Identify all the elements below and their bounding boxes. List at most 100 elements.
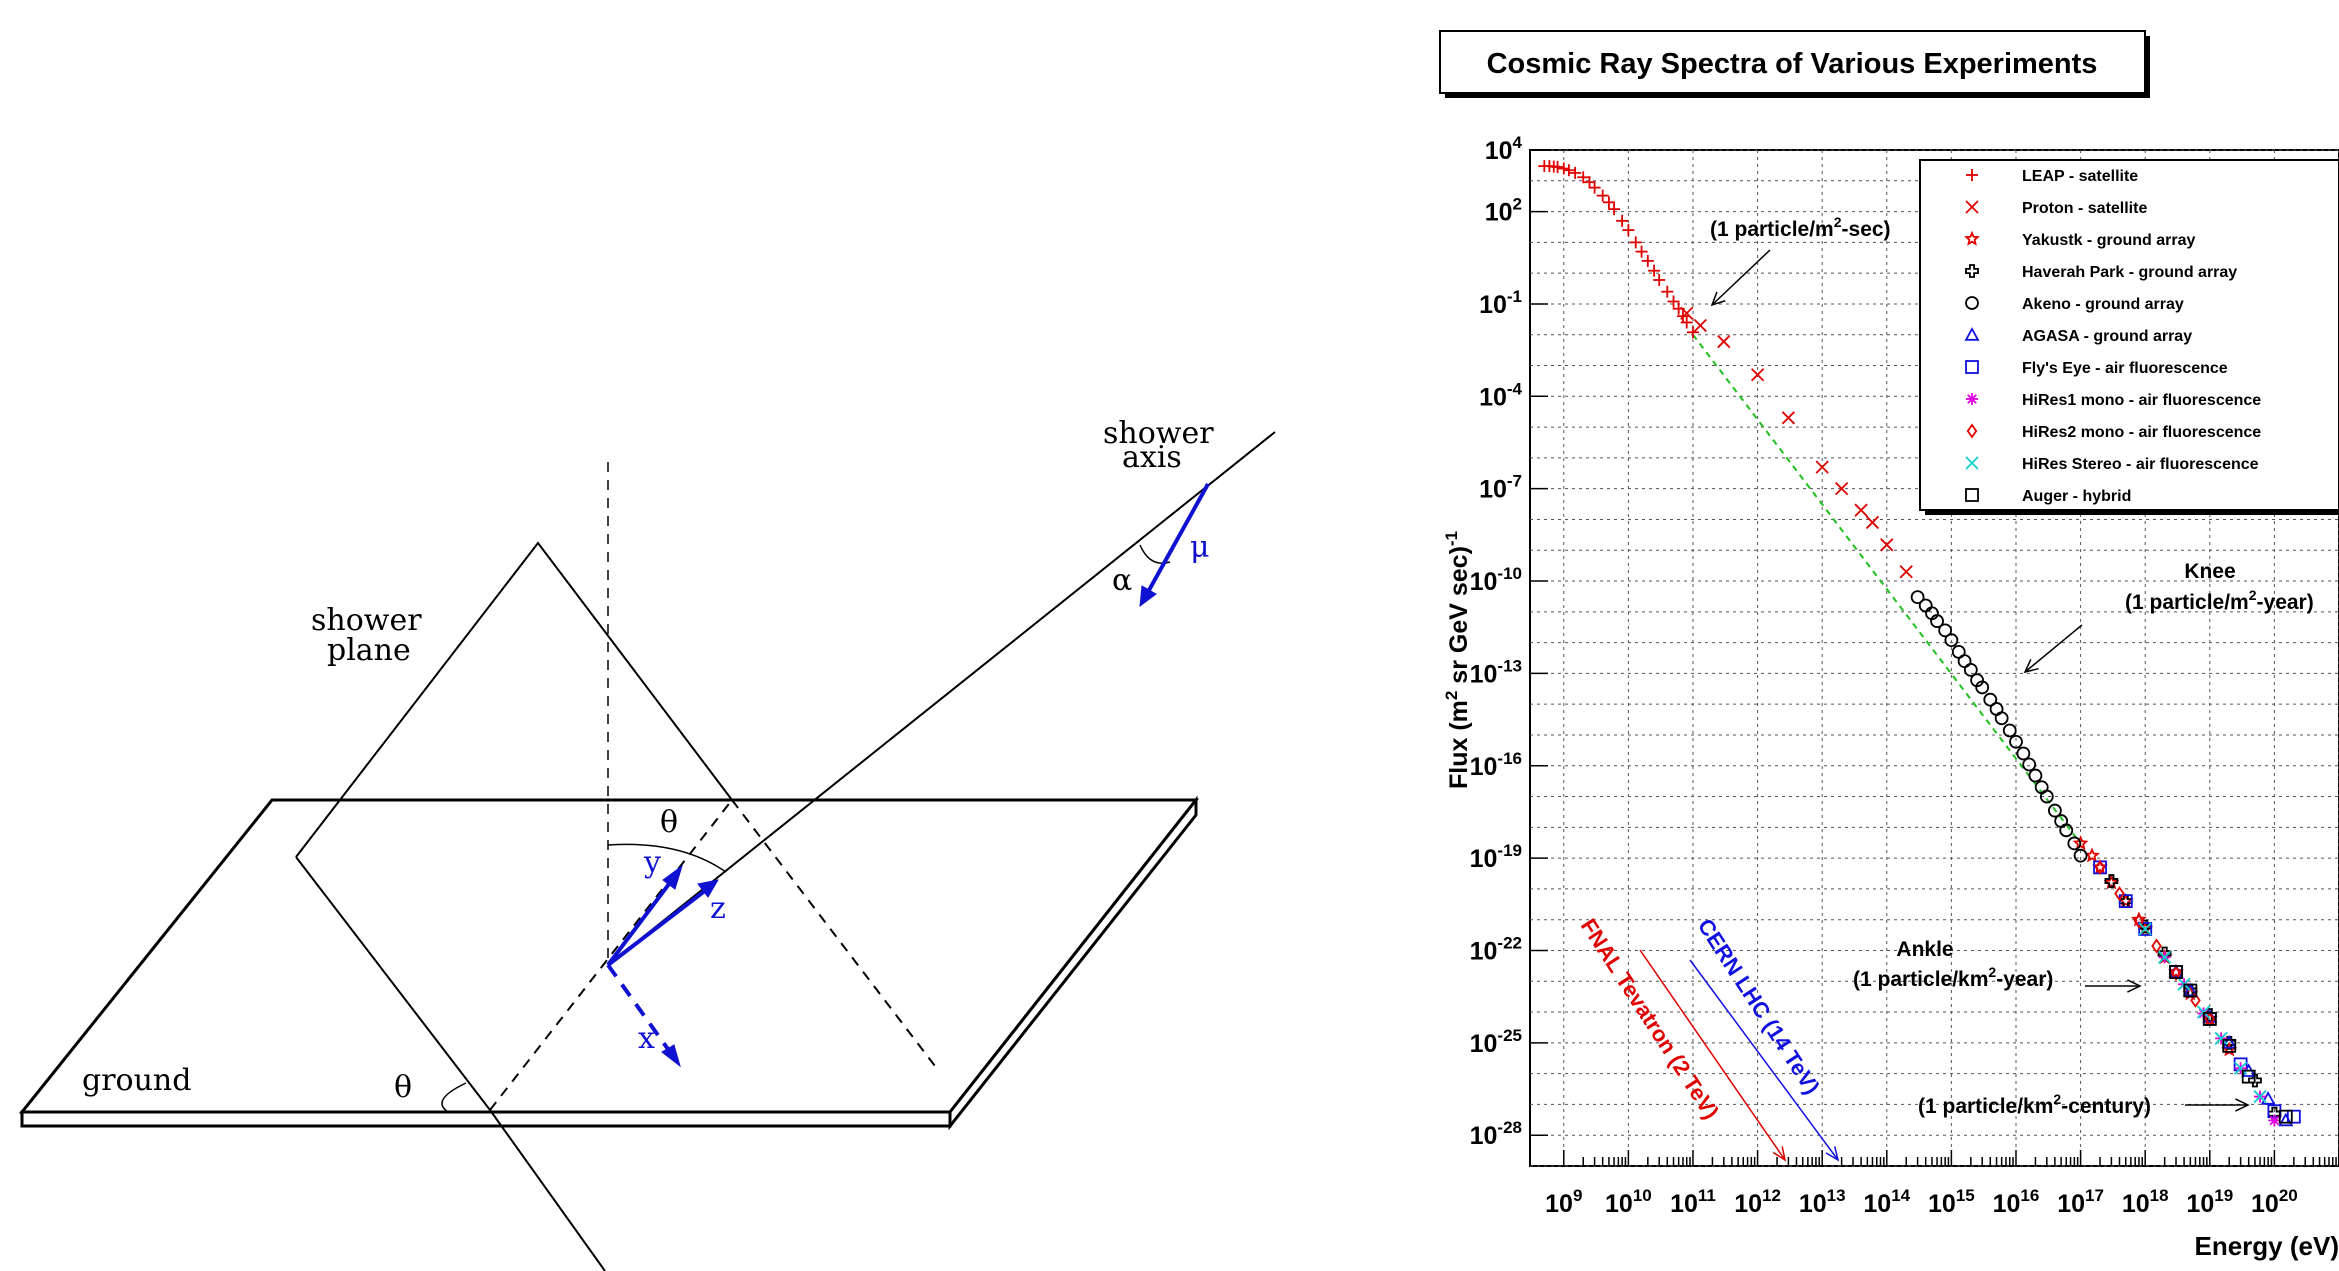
y-tick-label: 102 (1485, 195, 1522, 227)
x-tick-label: 1014 (1863, 1186, 1910, 1218)
data-point (1965, 296, 1979, 310)
data-point (2138, 922, 2152, 936)
annotation-label: (1 particle/km2-year) (1853, 964, 2053, 991)
mu-label: μ (1190, 530, 1210, 565)
shower-plane (295, 541, 939, 1271)
shower-geometry-diagram (18, 431, 1276, 1271)
z-arrowhead (697, 879, 719, 898)
axis-ticks: 109 1010 1011 1012 1013 1014 1015 1016 1017 1018 1… (1470, 133, 2339, 1218)
y-axis-label: Flux (m2 sr GeV sec)-1 (1442, 531, 1473, 789)
accelerator-arrow (1639, 949, 1786, 1161)
data-point (2214, 1031, 2228, 1045)
mu-arrowhead (1139, 585, 1157, 608)
ground-label: ground (82, 1063, 191, 1098)
theta-label-bottom: θ (394, 1070, 412, 1105)
data-point (2009, 734, 2023, 749)
data-point (1965, 360, 1979, 374)
data-point (2103, 874, 2120, 890)
z-vector (606, 888, 708, 967)
data-point (1648, 264, 1661, 277)
x-tick-label: 1020 (2251, 1186, 2298, 1218)
annotation-arrow (2024, 624, 2083, 673)
data-point (2190, 992, 2201, 1008)
data-point (1583, 176, 1596, 189)
annotation-arrowhead (2023, 658, 2039, 674)
data-point (1680, 316, 1693, 329)
legend-label: HiRes Stereo - air fluorescence (2022, 456, 2259, 473)
shower-axis-line (607, 431, 1276, 966)
data-point (1964, 230, 1980, 246)
theta-arc-top (607, 843, 727, 873)
data-point (1557, 162, 1570, 175)
data-point (1966, 393, 1978, 405)
theta-label-top: θ (660, 805, 678, 840)
data-point (2002, 723, 2017, 738)
data-point (2158, 950, 2172, 964)
data-point (1965, 264, 1979, 278)
data-point (1667, 295, 1680, 308)
y-tick-label: 10-25 (1470, 1026, 1522, 1058)
legend-label: Fly's Eye - air fluorescence (2022, 360, 2228, 377)
legend-label: Proton - satellite (2022, 200, 2147, 217)
data-point (1854, 503, 1868, 517)
x-axis-label: Energy (eV) (2195, 1231, 2339, 1261)
legend-items: LEAP - satellite Proton - satellite Yakust… (1964, 168, 2261, 505)
data-point (1983, 692, 1998, 707)
data-point (1781, 411, 1796, 425)
data-point (1577, 171, 1590, 184)
legend-label: HiRes2 mono - air fluorescence (2022, 424, 2261, 441)
data-point (2169, 965, 2183, 979)
data-point (1686, 326, 1699, 339)
legend: LEAP - satellite Proton - satellite Yakust… (1919, 159, 2339, 515)
x-vector (606, 963, 672, 1054)
alpha-label: α (1112, 563, 1132, 598)
data-point (1569, 166, 1582, 179)
shower-axis-label-line2: axis (1122, 440, 1182, 475)
y-tick-label: 10-16 (1470, 749, 1522, 781)
annotation-label: (1 particle/m2-sec) (1710, 214, 1891, 241)
data-point (2241, 1069, 2256, 1084)
coordinate-vectors (606, 483, 1210, 1068)
x-tick-label: 1017 (2057, 1186, 2104, 1218)
data-point (2170, 965, 2182, 981)
data-point (1616, 214, 1629, 227)
data-point (2278, 1109, 2293, 1124)
data-point (1899, 565, 1913, 579)
data-point (2133, 913, 2145, 929)
shower-plane-label-line2: plane (327, 633, 411, 668)
shower-plane-label-line1: shower (311, 603, 422, 638)
data-point (1880, 538, 1894, 552)
data-point (1965, 488, 1979, 502)
data-point (1602, 196, 1615, 209)
data-point (2039, 789, 2054, 804)
accelerator-arrowhead (1772, 1146, 1787, 1162)
y-tick-label: 104 (1485, 133, 1523, 165)
y-tick-label: 10-7 (1479, 472, 1522, 504)
data-point (2248, 1073, 2262, 1088)
cosmic-ray-chart: Cosmic Ray Spectra of Various Experiment… (1439, 30, 2339, 1261)
data-point (1622, 224, 1635, 237)
data-point (2183, 983, 2198, 998)
data-point (1815, 460, 1829, 474)
data-point (2094, 859, 2106, 875)
z-label: z (710, 891, 726, 926)
chart-title: Cosmic Ray Spectra of Various Experiment… (1487, 48, 2098, 80)
data-point (2016, 746, 2031, 761)
y-tick-label: 10-10 (1470, 564, 1522, 596)
data-point (1693, 318, 1707, 333)
data-point (2222, 1038, 2237, 1053)
data-point (2233, 1061, 2248, 1075)
data-point (1608, 203, 1621, 216)
legend-label: HiRes1 mono - air fluorescence (2022, 392, 2261, 409)
annotations: (1 particle/m2-sec) Knee (1 particle/m2-ye… (1710, 214, 2314, 1118)
data-point (1966, 423, 1978, 439)
data-point (1938, 623, 1953, 638)
data-point (1966, 169, 1978, 181)
data-point (2118, 894, 2133, 909)
data-point (2047, 803, 2062, 818)
data-point (2253, 1089, 2267, 1104)
x-tick-label: 1019 (2186, 1186, 2233, 1218)
y-arrowhead (662, 864, 683, 890)
data-point (1964, 327, 1980, 341)
data-point (1965, 456, 1979, 470)
